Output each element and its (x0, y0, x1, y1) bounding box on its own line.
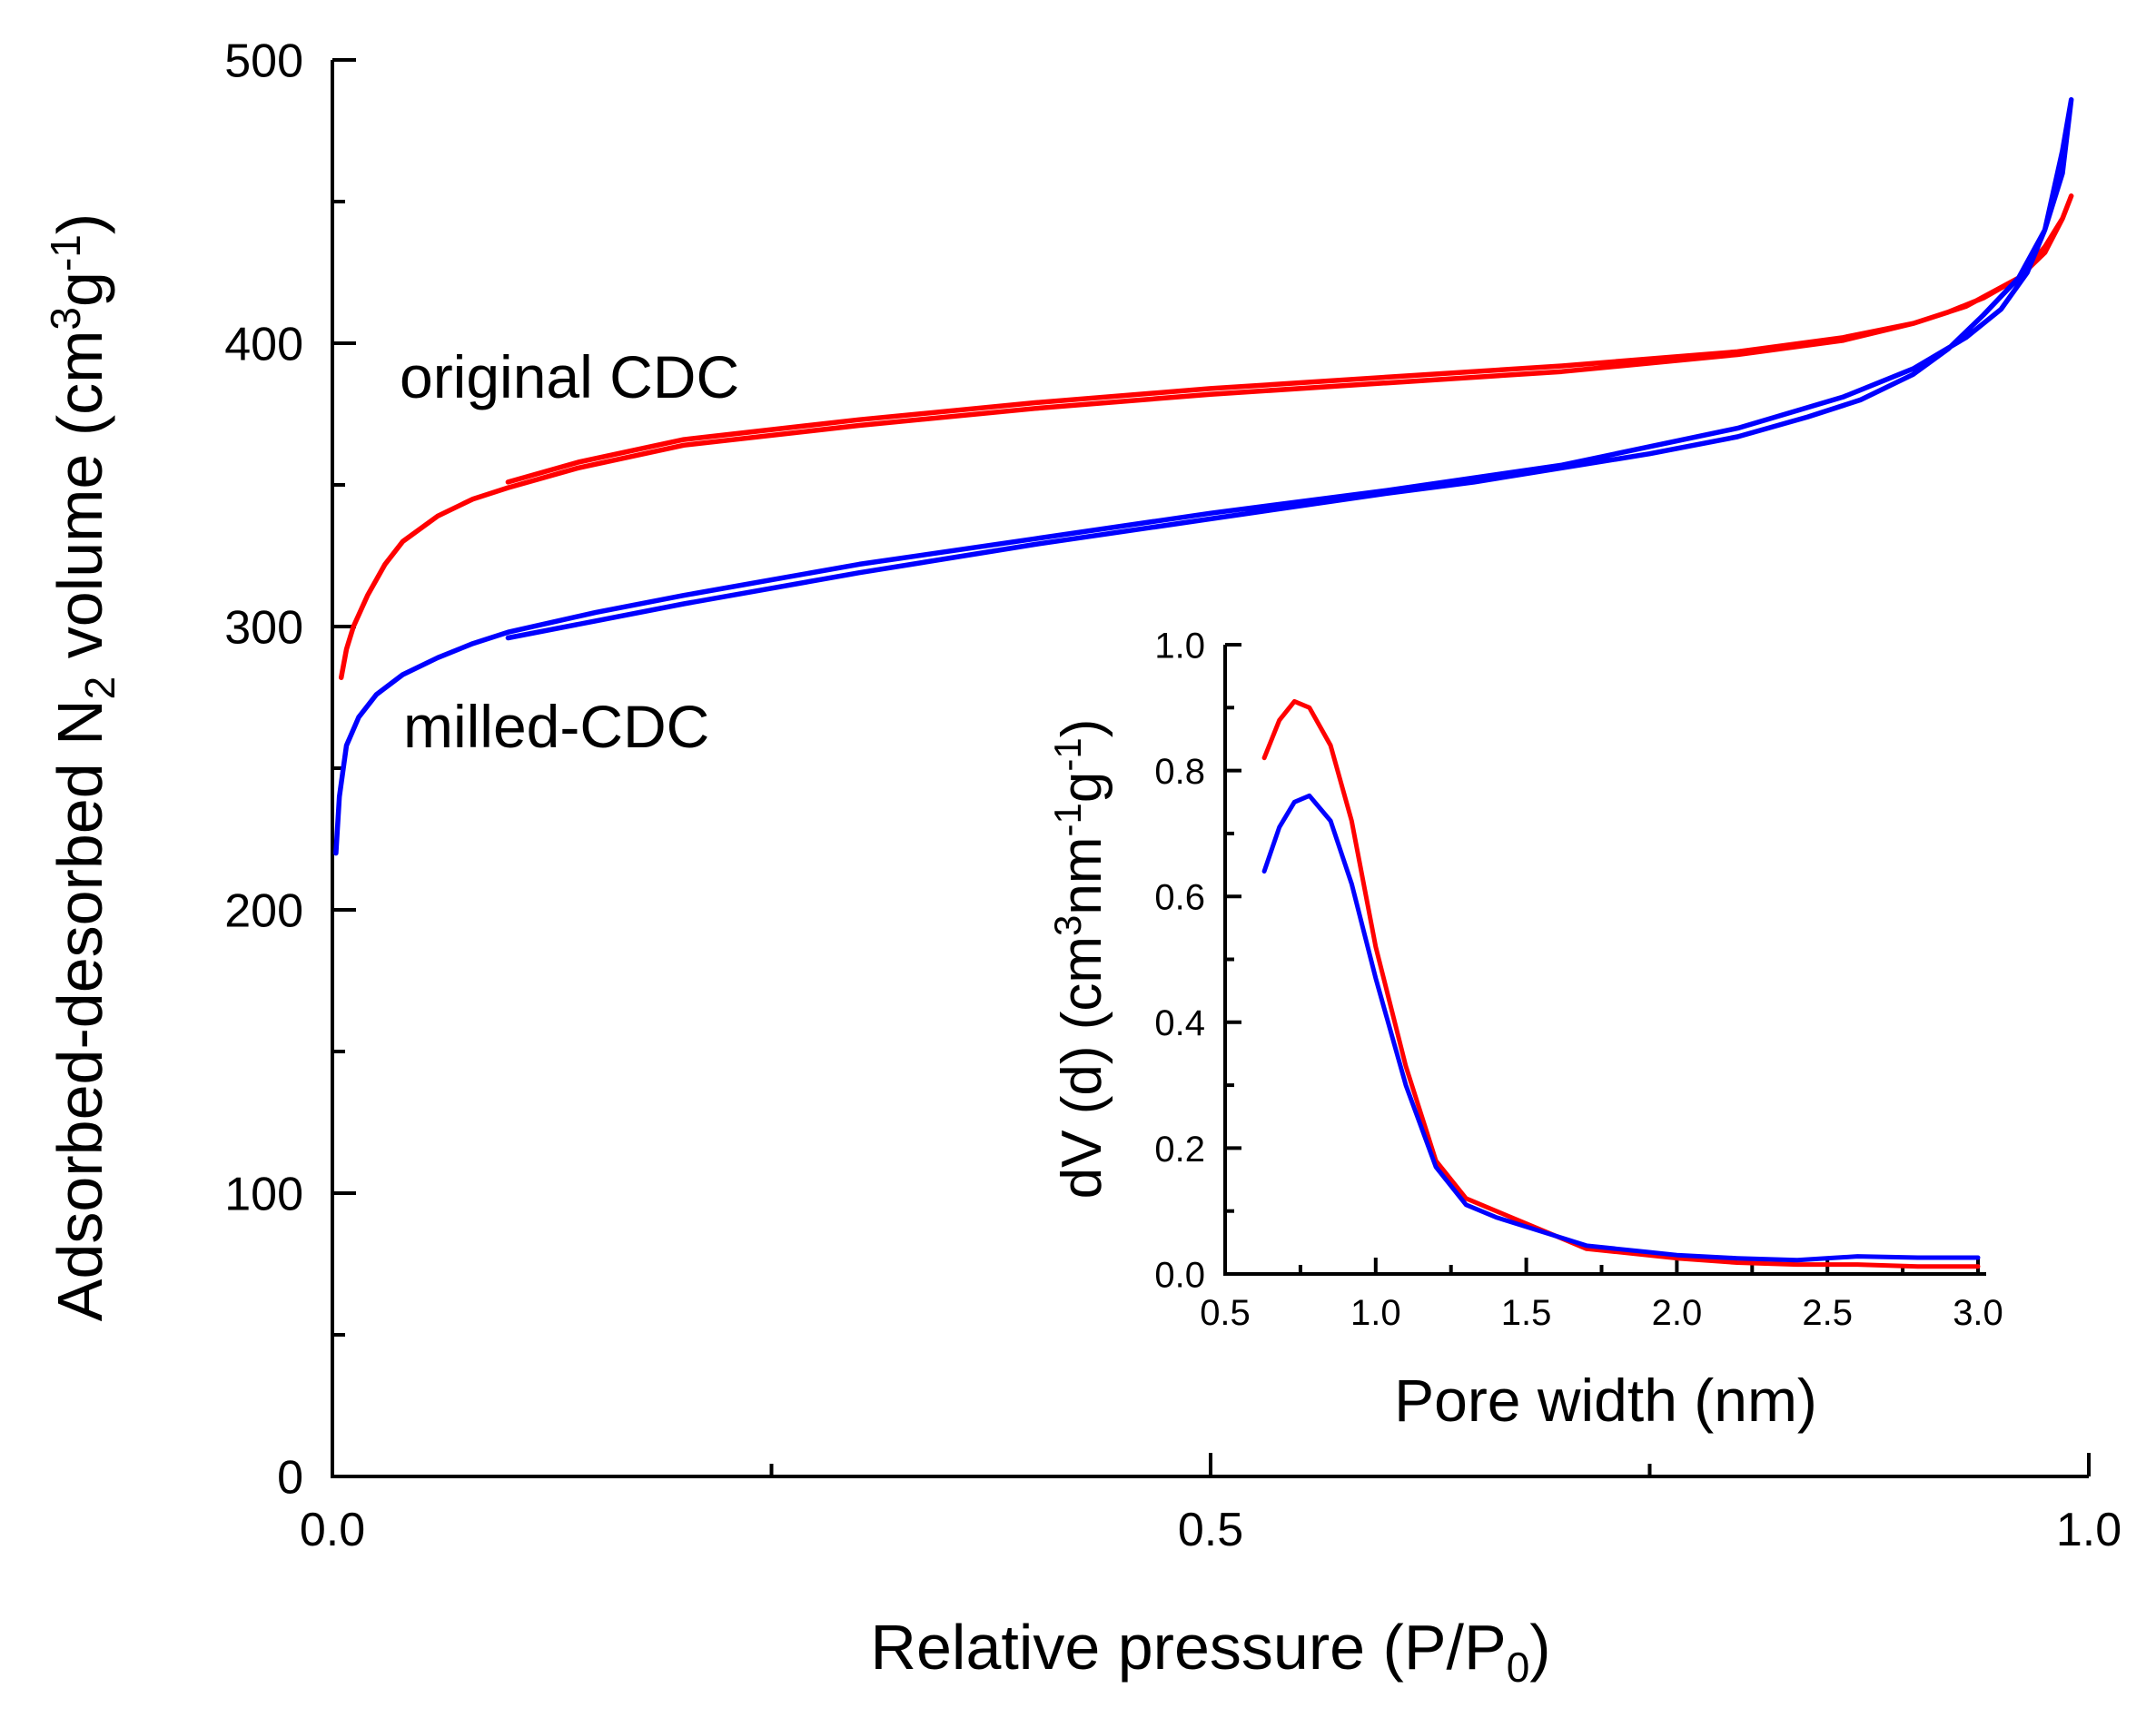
main-x-tick-label: 0.0 (300, 1504, 365, 1556)
inset-x-tick-label: 1.5 (1501, 1293, 1552, 1333)
main-x-tick-label: 1.0 (2056, 1504, 2121, 1556)
inset-ticks: 0.5 1.0 1.5 2.0 2.5 3.0 0.0 0.2 0.4 0.6 0.8 1.0 (1154, 626, 2003, 1333)
inset-y-tick-label: 0.0 (1154, 1255, 1205, 1295)
inset-y-tick-label: 1.0 (1154, 626, 1205, 666)
main-y-tick-label: 100 (224, 1169, 303, 1221)
inset-y-axis-title: dV (d) (cm3nm-1g-1) (1046, 719, 1113, 1200)
inset-series-milled-cdc (1261, 793, 1981, 1263)
main-y-tick-label: 400 (224, 319, 303, 371)
main-y-tick-label: 0 (277, 1452, 303, 1505)
inset-x-axis-title: Pore width (nm) (1394, 1367, 1817, 1434)
inset-series (1261, 698, 1981, 1269)
inset-x-tick-label: 2.5 (1802, 1293, 1853, 1333)
inset-x-tick-label: 0.5 (1200, 1293, 1251, 1333)
main-series-original-cdc (338, 193, 2074, 680)
inset-series-original-cdc (1261, 698, 1981, 1269)
main-series (333, 96, 2074, 856)
inset-y-tick-label: 0.2 (1154, 1130, 1205, 1170)
main-y-tick-label: 200 (224, 885, 303, 938)
main-y-tick-label: 500 (224, 35, 303, 88)
inset-x-tick-label: 3.0 (1953, 1293, 2003, 1333)
main-y-axis-title: Adsorbed-desorbed N2 volume (cm3g-1) (42, 213, 124, 1321)
inset-y-tick-label: 0.8 (1154, 752, 1205, 792)
main-series-milled-cdc (333, 96, 2074, 856)
annotation-milled-cdc: milled-CDC (403, 693, 709, 760)
inset-x-tick-label: 2.0 (1652, 1293, 1703, 1333)
annotation-original-cdc: original CDC (400, 343, 739, 410)
inset-y-tick-label: 0.6 (1154, 878, 1205, 918)
inset-x-tick-label: 1.0 (1350, 1293, 1401, 1333)
inset-y-tick-label: 0.4 (1154, 1003, 1205, 1043)
main-x-tick-label: 0.5 (1178, 1504, 1243, 1556)
inset-plot: 0.5 1.0 1.5 2.0 2.5 3.0 0.0 0.2 0.4 0.6 0.8 1.0 Por… (1046, 626, 2003, 1434)
main-x-axis-title: Relative pressure (P/P0) (870, 1612, 1550, 1691)
main-y-tick-label: 300 (224, 602, 303, 655)
